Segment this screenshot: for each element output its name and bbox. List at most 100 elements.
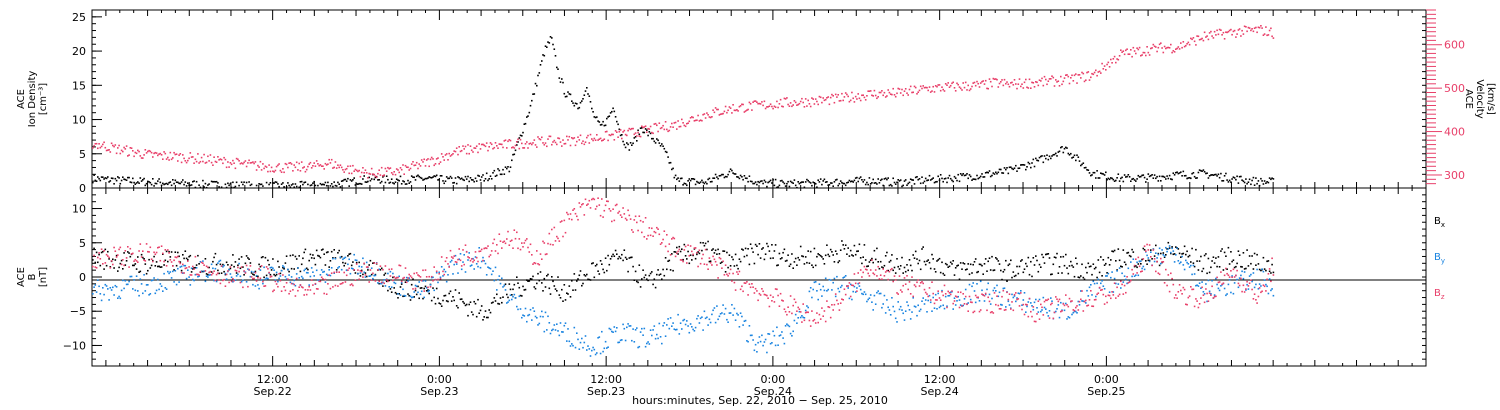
- data-point: [903, 266, 906, 269]
- data-point: [358, 169, 360, 172]
- data-point: [98, 143, 100, 145]
- data-point: [796, 322, 798, 324]
- data-point: [1173, 261, 1176, 263]
- data-point: [404, 267, 407, 269]
- data-point: [669, 269, 672, 271]
- data-point: [703, 244, 706, 247]
- data-point: [978, 263, 981, 266]
- data-point: [694, 119, 697, 122]
- data-point: [791, 312, 793, 315]
- data-point: [547, 315, 549, 318]
- data-point: [1173, 174, 1176, 176]
- data-point: [257, 277, 259, 279]
- data-point: [1037, 84, 1040, 87]
- data-point: [796, 310, 798, 312]
- data-point: [118, 266, 120, 269]
- data-point: [517, 247, 519, 250]
- data-point: [233, 265, 235, 268]
- data-point: [1017, 292, 1020, 294]
- data-point: [300, 275, 303, 278]
- data-point: [709, 321, 712, 324]
- data-point: [823, 99, 826, 102]
- data-point: [1203, 171, 1206, 173]
- data-point: [1138, 176, 1141, 178]
- data-point: [876, 275, 878, 277]
- data-point: [703, 310, 706, 313]
- data-point: [1063, 77, 1066, 79]
- data-point: [829, 316, 832, 319]
- data-point: [654, 142, 657, 144]
- data-point: [496, 289, 498, 291]
- data-point: [702, 113, 704, 116]
- data-point: [1092, 263, 1095, 265]
- data-point: [754, 243, 757, 246]
- data-point: [95, 291, 98, 293]
- data-point: [786, 259, 788, 262]
- data-point: [282, 265, 284, 267]
- data-point: [1087, 71, 1090, 73]
- data-point: [879, 260, 882, 263]
- data-point: [1163, 45, 1166, 48]
- data-point: [888, 91, 891, 94]
- data-point: [1105, 171, 1107, 174]
- data-point: [355, 259, 358, 262]
- data-point: [340, 282, 343, 285]
- data-point: [188, 157, 190, 160]
- data-point: [677, 120, 679, 122]
- data-point: [1133, 265, 1136, 268]
- data-point: [972, 282, 974, 284]
- data-point: [447, 159, 449, 161]
- data-point: [928, 174, 931, 177]
- data-point: [314, 165, 317, 167]
- data-point: [528, 313, 531, 316]
- data-point: [352, 179, 354, 181]
- data-point: [313, 162, 315, 164]
- data-point: [1127, 53, 1130, 55]
- data-point: [562, 300, 564, 302]
- data-point: [671, 122, 673, 125]
- data-point: [268, 164, 270, 166]
- data-point: [450, 259, 453, 262]
- data-point: [385, 170, 388, 172]
- data-point: [425, 287, 428, 289]
- data-point: [445, 153, 448, 155]
- data-point: [157, 154, 159, 157]
- data-point: [375, 176, 378, 179]
- data-point: [789, 332, 792, 335]
- data-point: [1137, 274, 1140, 277]
- data-point: [1071, 157, 1073, 159]
- data-point: [841, 284, 843, 287]
- data-point: [676, 328, 678, 331]
- data-point: [838, 290, 841, 293]
- data-point: [277, 183, 279, 185]
- data-point: [509, 166, 512, 168]
- data-point: [974, 301, 977, 304]
- data-point: [113, 145, 115, 148]
- data-point: [781, 105, 783, 108]
- data-point: [588, 199, 591, 202]
- data-point: [599, 137, 602, 140]
- data-point: [512, 153, 514, 156]
- data-point: [1175, 48, 1177, 50]
- data-point: [1022, 164, 1025, 166]
- data-point: [833, 181, 836, 183]
- data-point: [1223, 251, 1226, 254]
- data-point: [587, 203, 589, 205]
- data-point: [1258, 283, 1261, 285]
- data-point: [173, 269, 175, 271]
- data-point: [709, 181, 712, 183]
- data-point: [1008, 166, 1011, 169]
- data-point: [342, 258, 344, 261]
- data-point: [651, 271, 653, 273]
- data-point: [829, 279, 832, 281]
- data-point: [283, 266, 285, 269]
- data-point: [752, 182, 754, 185]
- data-point: [133, 260, 135, 262]
- data-point: [507, 140, 509, 143]
- data-point: [369, 269, 372, 271]
- data-point: [843, 182, 846, 185]
- data-point: [484, 247, 487, 249]
- data-point: [703, 113, 706, 115]
- data-point: [733, 173, 736, 175]
- data-point: [877, 290, 879, 292]
